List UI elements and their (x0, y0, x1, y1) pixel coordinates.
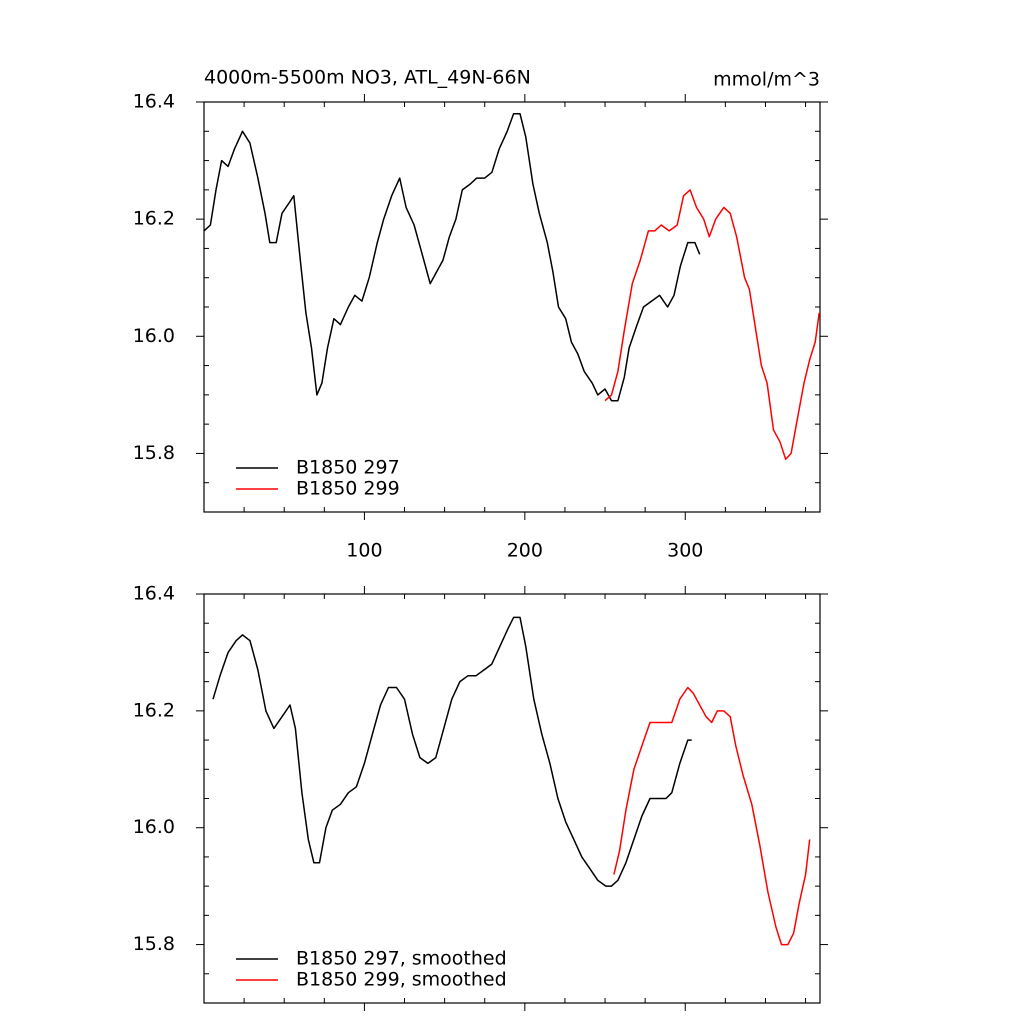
data-line (203, 112, 701, 402)
x-tick-label: 200 (507, 540, 543, 562)
y-tick-label: 16.4 (133, 583, 175, 605)
plot-frame (203, 101, 821, 513)
y-tick-label: 15.8 (133, 442, 175, 464)
y-tick-label: 16.0 (133, 325, 175, 347)
legend-label: B1850 297, smoothed (296, 948, 507, 970)
units-label: mmol/m^3 (713, 69, 820, 91)
y-tick-label: 16.4 (133, 91, 175, 113)
chart-title: 4000m-5500m NO3, ATL_49N-66N (204, 67, 531, 89)
y-tick-label: 16.2 (133, 699, 175, 721)
y-tick-label: 16.2 (133, 208, 175, 230)
x-tick-label: 300 (667, 540, 703, 562)
legend-label: B1850 299 (296, 478, 400, 500)
y-tick-label: 16.0 (133, 816, 175, 838)
plot-frame (203, 593, 821, 1004)
y-tick-label: 15.8 (133, 933, 175, 955)
data-line (212, 616, 692, 887)
data-line (613, 686, 811, 946)
data-line (604, 189, 820, 461)
legend-label: B1850 297 (296, 457, 400, 479)
legend-label: B1850 299, smoothed (296, 969, 507, 991)
x-tick-label: 100 (346, 540, 382, 562)
